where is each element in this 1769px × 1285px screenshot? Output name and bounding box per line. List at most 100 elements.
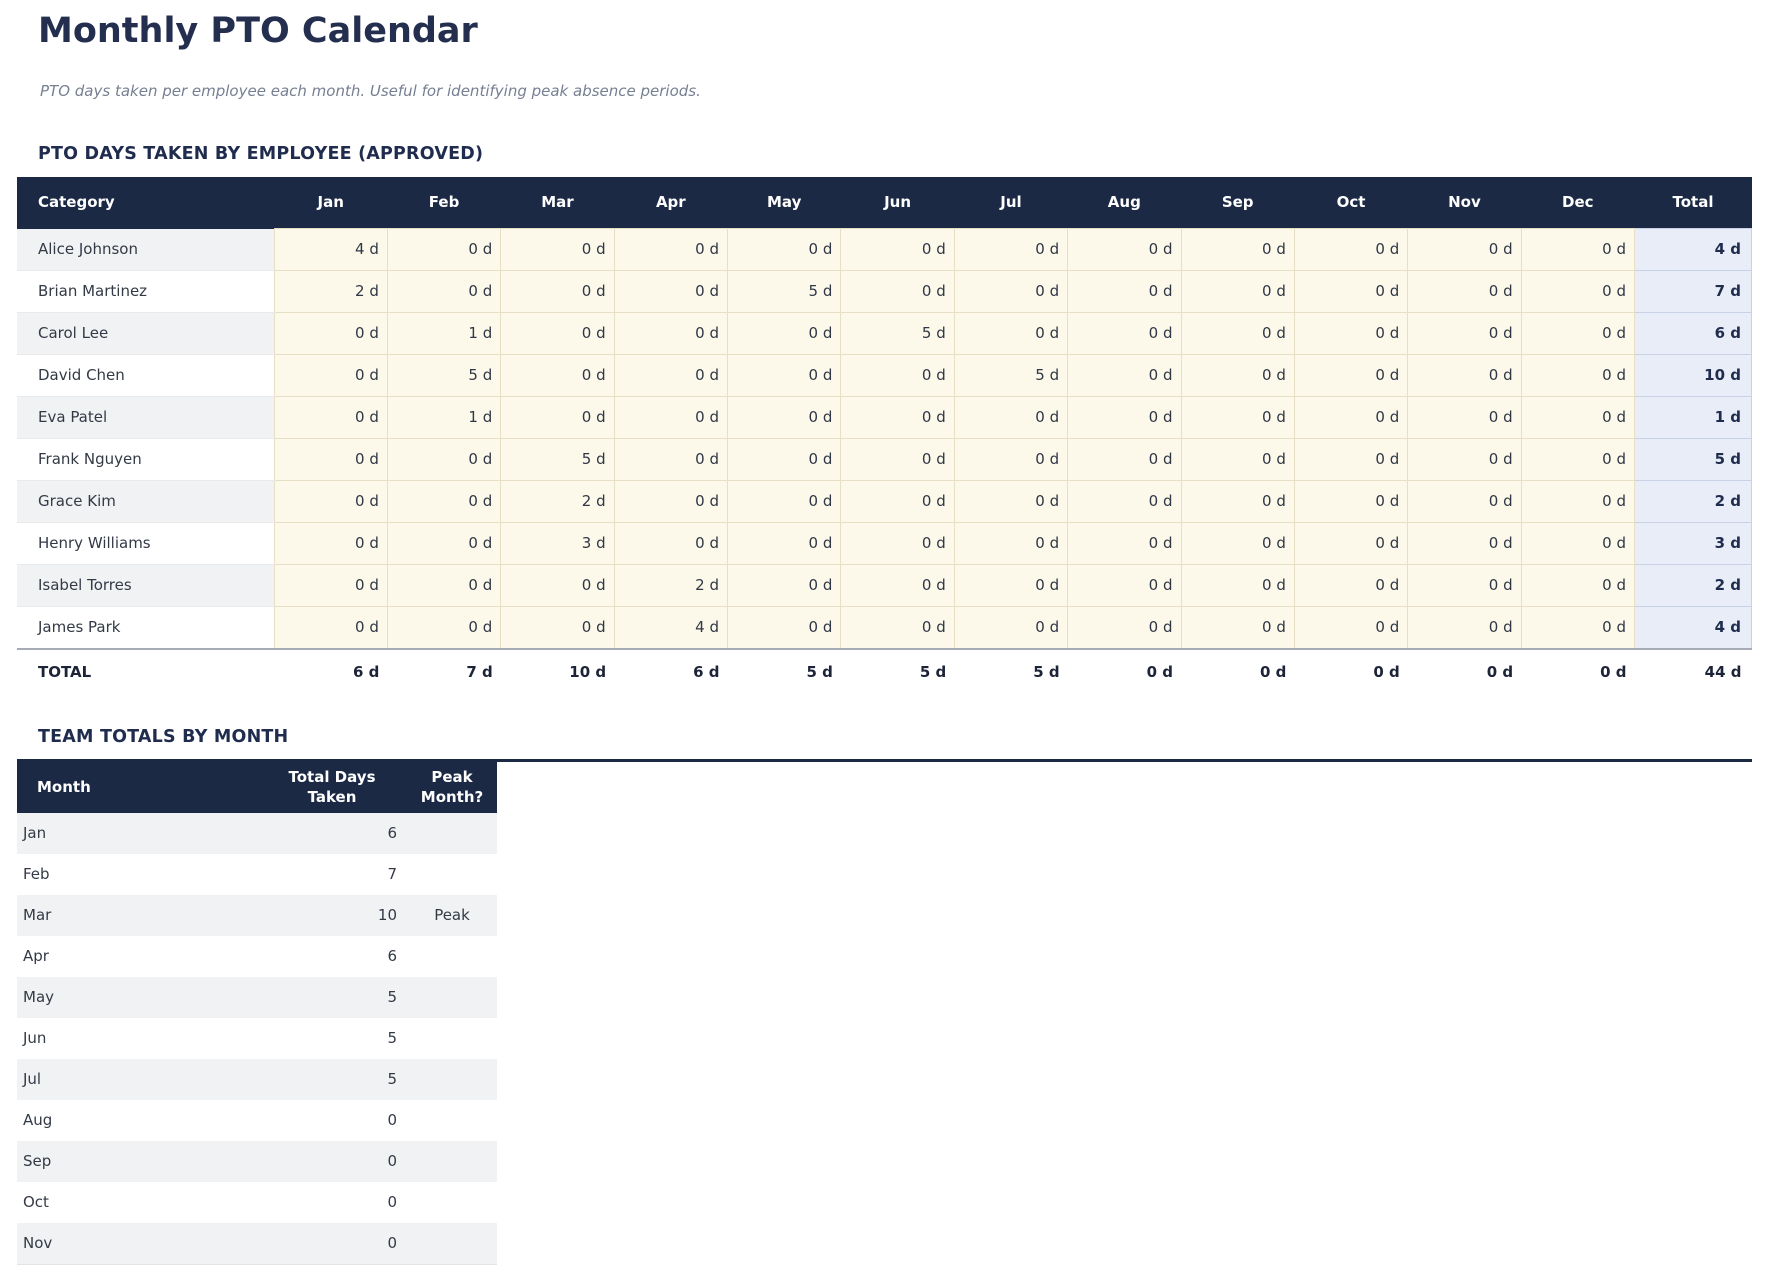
section-title-team-totals: TEAM TOTALS BY MONTH [38,727,289,747]
peak-flag-cell [407,977,497,1018]
month-value-cell: 0 d [840,438,955,481]
month-value-cell: 0 d [500,564,615,607]
employee-name-cell: Isabel Torres [17,564,274,607]
month-value-cell: 0 d [1407,228,1522,271]
pto-table-row: Grace Kim 0 d 0 d 2 d 0 d 0 d 0 d 0 d 0 … [17,480,1752,523]
column-header-total-days: Total Days Taken [257,762,407,813]
team-table-row: Aug 0 [17,1100,497,1141]
month-value-cell: 0 d [840,270,955,313]
peak-flag-cell [407,1059,497,1100]
row-total-cell: 4 d [1634,606,1752,650]
month-value-cell: 0 d [500,270,615,313]
row-total-cell: 4 d [1634,228,1752,271]
month-value-cell: 0 d [840,354,955,397]
month-value-cell: 0 d [1180,480,1295,523]
month-name-cell: Jun [23,1029,47,1047]
column-header-apr: Apr [614,177,728,229]
total-row-label: TOTAL [17,648,274,695]
column-header-feb: Feb [387,177,501,229]
month-value-cell: 0 d [953,564,1069,607]
month-value-cell: 4 d [613,606,729,650]
employee-name-cell: David Chen [17,354,274,397]
employee-name-cell: Grace Kim [17,480,274,523]
month-value-cell: 5 d [840,312,955,355]
employee-name-cell: James Park [17,606,274,650]
month-value-cell: 0 d [386,564,502,607]
pto-table-row: James Park 0 d 0 d 0 d 4 d 0 d 0 d 0 d 0… [17,606,1752,650]
month-value-cell: 0 d [1520,312,1636,355]
month-value-cell: 0 d [273,480,388,523]
month-value-cell: 0 d [840,396,955,439]
month-value-cell: 0 d [1067,564,1182,607]
peak-flag-cell [407,1018,497,1059]
month-value-cell: 0 d [500,228,615,271]
team-totals-table: Month Total Days Taken Peak Month? Jan 6… [17,762,497,1265]
month-value-cell: 0 d [1407,312,1522,355]
month-name-cell: Mar [23,906,52,924]
row-total-cell: 2 d [1634,564,1752,607]
month-value-cell: 0 d [1520,354,1636,397]
column-header-total: Total [1634,177,1752,229]
month-value-cell: 0 d [1180,606,1295,650]
month-value-cell: 0 d [1520,480,1636,523]
month-value-cell: 0 d [273,564,388,607]
month-value-cell: 0 d [1067,438,1182,481]
month-value-cell: 0 d [1293,606,1409,650]
column-header-aug: Aug [1067,177,1181,229]
month-name-cell: Apr [23,947,49,965]
team-table-row: Apr 6 [17,936,497,977]
month-name-cell: Oct [23,1193,49,1211]
month-value-cell: 0 d [613,312,729,355]
total-month-cell: 0 d [1181,648,1295,695]
month-name-cell: Jul [23,1070,42,1088]
month-value-cell: 0 d [726,312,842,355]
month-value-cell: 0 d [613,354,729,397]
row-total-cell: 6 d [1634,312,1752,355]
month-value-cell: 0 d [273,522,388,565]
pto-table-row: Isabel Torres 0 d 0 d 0 d 2 d 0 d 0 d 0 … [17,564,1752,607]
team-table-row: Feb 7 [17,854,497,895]
month-value-cell: 0 d [1520,396,1636,439]
month-value-cell: 0 d [1180,228,1295,271]
month-value-cell: 0 d [1293,396,1409,439]
month-value-cell: 2 d [500,480,615,523]
month-value-cell: 0 d [613,228,729,271]
month-value-cell: 0 d [1293,270,1409,313]
peak-flag-cell [407,1100,497,1141]
peak-flag-cell [407,936,497,977]
month-value-cell: 0 d [953,312,1069,355]
month-value-cell: 0 d [953,396,1069,439]
peak-flag-cell [407,854,497,895]
total-month-cell: 6 d [614,648,728,695]
total-month-cell: 0 d [1521,648,1635,695]
month-value-cell: 0 d [1407,606,1522,650]
month-value-cell: 0 d [953,480,1069,523]
row-total-cell: 10 d [1634,354,1752,397]
month-value-cell: 0 d [1067,354,1182,397]
pto-table-footer: TOTAL 6 d 7 d 10 d 6 d 5 d 5 d 5 d 0 d 0… [17,648,1752,695]
month-value-cell: 0 d [1067,228,1182,271]
team-table-row: Jun 5 [17,1018,497,1059]
month-value-cell: 0 d [1180,312,1295,355]
team-header-row: Month Total Days Taken Peak Month? [17,762,497,813]
column-header-mar: Mar [500,177,615,229]
total-month-cell: 10 d [500,648,615,695]
month-value-cell: 0 d [953,228,1069,271]
team-table-row: Jul 5 [17,1059,497,1100]
month-value-cell: 0 d [1520,522,1636,565]
days-taken-cell: 0 [387,1234,397,1252]
month-value-cell: 0 d [1180,522,1295,565]
row-total-cell: 1 d [1634,396,1752,439]
column-header-nov: Nov [1407,177,1522,229]
month-name-cell: Aug [23,1111,53,1129]
team-table-top-rule: Month Total Days Taken Peak Month? Jan 6… [17,759,1752,1265]
column-header-jun: Jun [840,177,955,229]
month-value-cell: 0 d [500,354,615,397]
employee-name-cell: Alice Johnson [17,228,274,271]
team-table-header: Month Total Days Taken Peak Month? [17,762,497,813]
team-table-body: Jan 6 Feb 7 Mar 10 Peak [17,813,497,1265]
month-value-cell: 0 d [1407,480,1522,523]
month-value-cell: 0 d [840,522,955,565]
month-value-cell: 0 d [726,564,842,607]
pto-table-body: Alice Johnson 4 d 0 d 0 d 0 d 0 d 0 d 0 … [17,228,1752,650]
